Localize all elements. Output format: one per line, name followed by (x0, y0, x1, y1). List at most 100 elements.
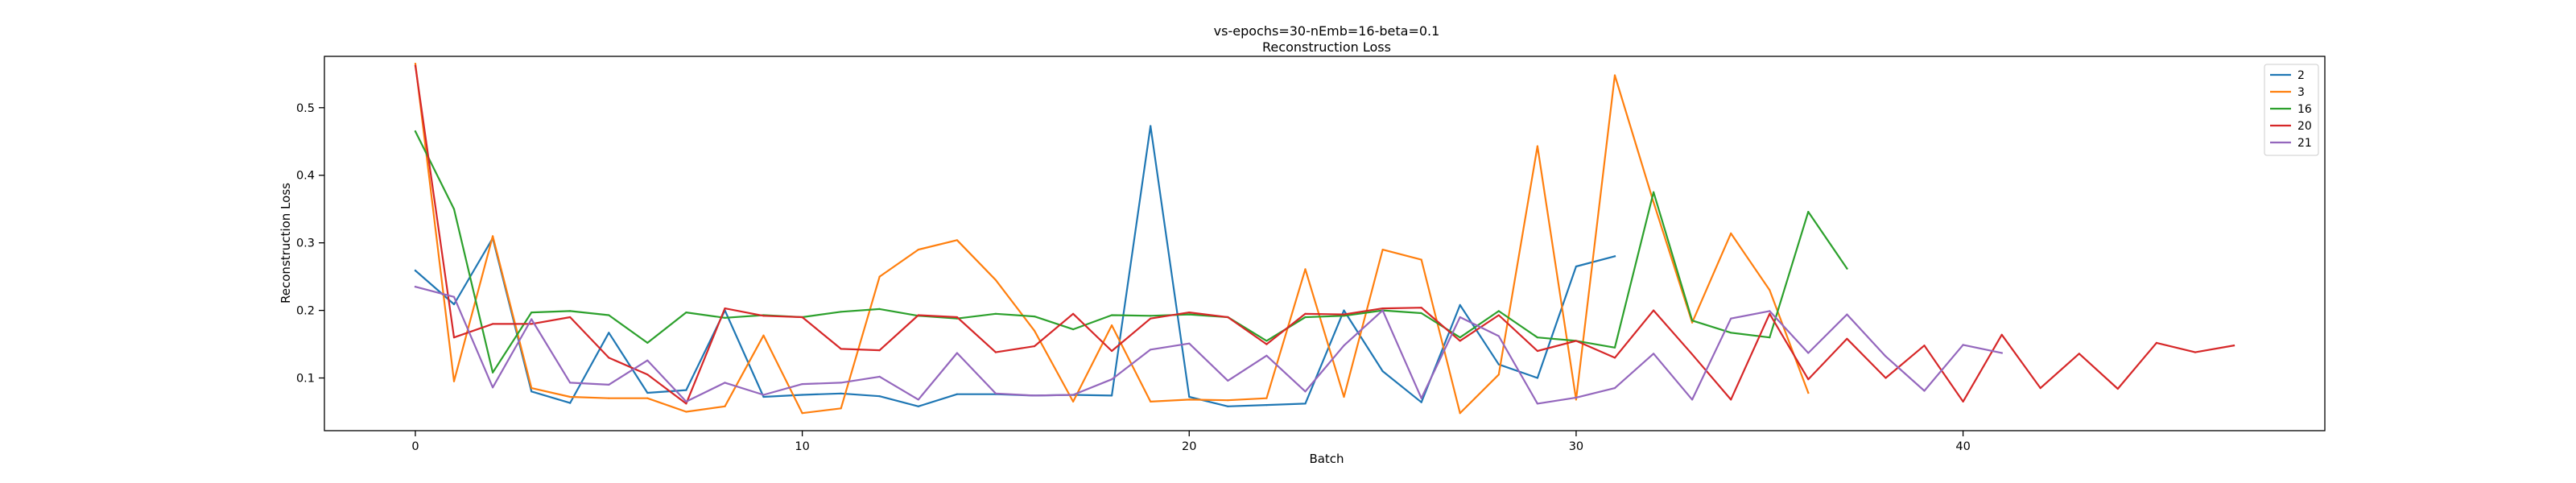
data-point (1188, 342, 1191, 345)
data-point (1575, 265, 1577, 268)
data-point (1846, 337, 1848, 340)
data-point (492, 235, 494, 237)
data-point (1691, 353, 1694, 356)
data-point (1807, 378, 1810, 381)
data-point (1304, 312, 1307, 315)
legend: 2 3 16 20 21 (2264, 64, 2319, 156)
data-point (878, 395, 881, 398)
data-point (1265, 343, 1268, 345)
data-point (762, 394, 765, 396)
data-point (1265, 354, 1268, 357)
legend-label: 21 (2297, 137, 2312, 150)
data-point (646, 341, 649, 344)
data-point (1459, 340, 1461, 342)
data-point (1613, 357, 1616, 359)
data-point (1188, 398, 1191, 401)
data-point (1807, 352, 1810, 354)
data-point (840, 311, 842, 313)
data-point (608, 332, 610, 334)
data-point (1265, 340, 1268, 342)
data-point (1536, 402, 1538, 405)
data-point (1536, 336, 1538, 339)
data-point (569, 310, 572, 312)
data-point (1111, 349, 1113, 353)
data-point (1497, 310, 1500, 312)
data-point (1150, 317, 1152, 320)
data-point (1575, 340, 1577, 342)
data-point (1846, 267, 1848, 270)
data-point (1730, 232, 1732, 234)
data-point (1381, 309, 1384, 312)
data-point (1769, 289, 1771, 291)
data-point (956, 352, 958, 354)
legend-label: 20 (2297, 120, 2312, 133)
data-point (1111, 324, 1113, 327)
y-axis-label: Reconstruction Loss (279, 183, 293, 303)
series-line-16 (414, 130, 1848, 374)
data-point (1691, 320, 1694, 322)
data-point (530, 318, 533, 320)
data-point (840, 382, 842, 384)
axes: 0 10 20 30 40 0.1 0.2 0.3 0.4 0.5 (296, 56, 2326, 453)
data-point (1265, 397, 1268, 399)
data-point (685, 411, 687, 413)
data-point (1343, 315, 1345, 317)
data-point (1150, 315, 1152, 317)
data-point (994, 351, 997, 353)
data-point (1691, 398, 1694, 401)
data-point (878, 275, 881, 278)
data-point (1420, 312, 1422, 315)
series-20 (414, 64, 2235, 405)
data-point (1188, 312, 1191, 314)
x-tick-label: 20 (1182, 440, 1196, 453)
data-point (608, 397, 610, 399)
data-point (2232, 345, 2235, 347)
data-point (1033, 329, 1036, 332)
data-point (1846, 313, 1848, 316)
data-point (917, 405, 919, 407)
data-point (1613, 346, 1616, 349)
data-point (1613, 74, 1616, 76)
data-point (1343, 345, 1345, 347)
data-point (1769, 336, 1771, 339)
data-point (530, 387, 533, 390)
data-point (724, 382, 726, 384)
data-point (608, 314, 610, 316)
data-point (414, 286, 417, 288)
data-point (1536, 377, 1538, 379)
data-point (646, 359, 649, 361)
data-point (1885, 355, 1887, 357)
data-point (724, 316, 726, 319)
data-point (1653, 191, 1655, 193)
data-point (452, 380, 456, 382)
data-point (492, 371, 494, 374)
data-point (569, 316, 572, 319)
data-point (492, 323, 494, 325)
data-point (1304, 268, 1307, 270)
data-point (1653, 353, 1655, 355)
y-tick-label: 0.2 (296, 305, 315, 318)
data-point (530, 312, 533, 314)
x-tick-label: 0 (411, 440, 419, 453)
x-axis-label: Batch (1309, 452, 1344, 466)
data-point (1497, 335, 1500, 337)
y-tick-label: 0.1 (296, 373, 315, 386)
data-point (2155, 341, 2157, 344)
data-point (1730, 398, 1732, 401)
data-point (1420, 307, 1422, 309)
data-point (1923, 345, 1926, 347)
data-point (801, 316, 803, 319)
data-point (646, 374, 649, 376)
data-point (1420, 397, 1422, 399)
data-point (1497, 314, 1500, 316)
data-point (994, 392, 997, 394)
y-tick-label: 0.4 (296, 170, 315, 183)
data-point (569, 382, 572, 384)
data-point (685, 389, 687, 391)
x-tick-label: 30 (1569, 440, 1583, 453)
data-point (530, 390, 533, 393)
data-point (762, 395, 765, 398)
data-point (1962, 400, 1964, 402)
data-point (1188, 395, 1191, 398)
data-point (1304, 402, 1307, 405)
